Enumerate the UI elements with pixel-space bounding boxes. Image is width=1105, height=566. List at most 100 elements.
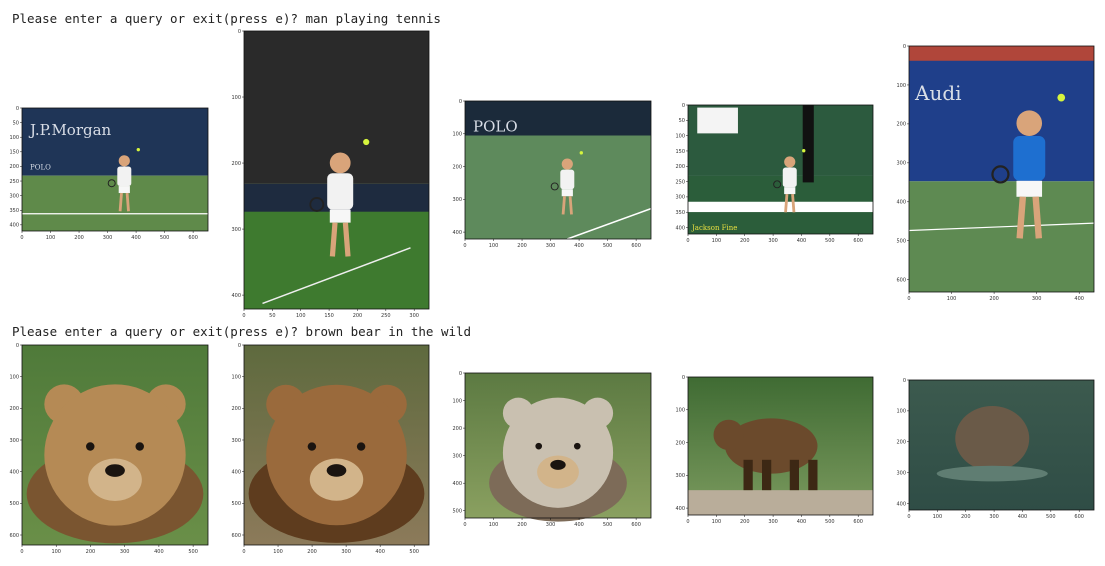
x-tick-label: 300 xyxy=(768,519,778,525)
x-tick-label: 600 xyxy=(631,243,641,249)
y-tick-label: 250 xyxy=(675,179,685,185)
photo-overlay-text: J.P.Morgan xyxy=(28,121,112,139)
x-tick-label: 300 xyxy=(1032,296,1042,302)
x-tick-label: 0 xyxy=(686,519,689,525)
y-tick-label: 50 xyxy=(679,118,685,124)
x-tick-label: 200 xyxy=(307,549,317,555)
x-tick-label: 50 xyxy=(269,313,275,319)
plot-frame xyxy=(243,30,430,310)
x-tick-label: 0 xyxy=(20,549,23,555)
y-tick-label: 0 xyxy=(459,371,462,377)
plot-frame xyxy=(243,344,430,546)
x-tick-label: 200 xyxy=(740,238,750,244)
y-tick-label: 0 xyxy=(16,106,19,112)
y-tick-label: 350 xyxy=(9,208,19,214)
x-tick-label: 500 xyxy=(603,522,613,528)
x-tick-label: 400 xyxy=(375,549,385,555)
photo-tennis: J.P.Morgan POLO xyxy=(22,108,208,231)
plot-frame xyxy=(464,372,652,519)
y-tick-label: 100 xyxy=(452,398,462,404)
x-tick-label: 600 xyxy=(188,235,198,241)
x-tick-label: 300 xyxy=(546,243,556,249)
y-tick-label: 400 xyxy=(896,501,906,507)
x-tick-label: 0 xyxy=(242,313,245,319)
y-tick-label: 350 xyxy=(675,210,685,216)
photo-bear-5 xyxy=(909,380,1094,510)
result-plot-8[interactable]: 0 100 200 300 400 500 600 0 100 200 300 400 500 xyxy=(451,369,657,530)
x-tick-label: 300 xyxy=(103,235,113,241)
result-plot-5[interactable]: Audi 0 100 200 300 400 0 100 200 300 400 500 600 xyxy=(895,42,1100,304)
y-tick-label: 50 xyxy=(13,120,19,126)
y-tick-label: 0 xyxy=(238,343,241,349)
result-plot-3[interactable]: POLO 0 100 200 300 400 500 600 0 100 200 300 400 xyxy=(451,97,657,251)
y-tick-label: 100 xyxy=(231,374,241,380)
y-tick-label: 500 xyxy=(9,501,19,507)
photo-bear-3 xyxy=(465,373,651,522)
y-tick-label: 100 xyxy=(9,374,19,380)
y-tick-label: 400 xyxy=(9,469,19,475)
x-tick-label: 100 xyxy=(489,522,499,528)
y-tick-label: 200 xyxy=(452,164,462,170)
result-image-3: POLO xyxy=(465,101,652,240)
y-tick-label: 0 xyxy=(682,375,685,381)
y-tick-label: 100 xyxy=(675,133,685,139)
result-image-6 xyxy=(22,345,208,545)
x-tick-label: 500 xyxy=(409,549,419,555)
x-tick-label: 100 xyxy=(46,235,56,241)
x-tick-label: 100 xyxy=(51,549,61,555)
y-tick-label: 0 xyxy=(459,99,462,105)
result-plot-6[interactable]: 0 100 200 300 400 500 0 100 200 300 400 500 600 xyxy=(8,341,214,557)
x-tick-label: 0 xyxy=(686,238,689,244)
photo-overlay-text: POLO xyxy=(30,164,51,172)
x-tick-label: 400 xyxy=(1018,514,1028,520)
result-plot-1[interactable]: J.P.Morgan POLO 0 100 200 300 400 500 600 0 50 100 1… xyxy=(8,104,214,243)
plot-frame xyxy=(908,379,1095,511)
y-tick-label: 400 xyxy=(896,200,906,206)
result-image-8 xyxy=(465,373,651,522)
x-tick-label: 300 xyxy=(409,313,419,319)
x-tick-label: 200 xyxy=(517,243,527,249)
x-tick-label: 0 xyxy=(907,296,910,302)
y-tick-label: 200 xyxy=(231,161,241,167)
y-tick-label: 300 xyxy=(9,438,19,444)
y-tick-label: 200 xyxy=(9,406,19,412)
result-plot-10[interactable]: 0 100 200 300 400 500 600 0 100 200 300 400 xyxy=(895,376,1100,522)
y-tick-label: 500 xyxy=(231,501,241,507)
result-plot-2[interactable]: 0 50 100 150 200 250 300 0 100 200 300 400 xyxy=(230,27,435,321)
y-tick-label: 0 xyxy=(16,343,19,349)
y-tick-label: 600 xyxy=(231,533,241,539)
x-tick-label: 0 xyxy=(242,549,245,555)
x-tick-label: 100 xyxy=(273,549,283,555)
y-tick-label: 300 xyxy=(675,195,685,201)
photo-tennis-serve xyxy=(244,31,429,309)
y-tick-label: 600 xyxy=(9,533,19,539)
x-tick-label: 500 xyxy=(825,519,835,525)
plot-frame xyxy=(21,344,209,546)
y-tick-label: 100 xyxy=(675,408,685,414)
x-tick-label: 500 xyxy=(1046,514,1056,520)
y-tick-label: 200 xyxy=(675,164,685,170)
x-tick-label: 600 xyxy=(631,522,641,528)
x-tick-label: 500 xyxy=(160,235,170,241)
y-tick-label: 400 xyxy=(675,506,685,512)
result-image-7 xyxy=(244,345,429,545)
photo-tennis-curtain: Jackson Fine xyxy=(688,105,873,234)
y-tick-label: 300 xyxy=(675,473,685,479)
result-plot-7[interactable]: 0 100 200 300 400 500 0 100 200 300 400 500 600 xyxy=(230,341,435,557)
y-tick-label: 100 xyxy=(9,135,19,141)
result-image-5: Audi xyxy=(908,46,1095,292)
y-tick-label: 0 xyxy=(903,44,906,50)
y-tick-label: 400 xyxy=(452,481,462,487)
x-tick-label: 500 xyxy=(188,549,198,555)
y-tick-label: 300 xyxy=(452,453,462,459)
x-tick-label: 400 xyxy=(574,243,584,249)
y-tick-label: 300 xyxy=(452,197,462,203)
result-image-1: J.P.Morgan POLO xyxy=(22,108,208,231)
y-tick-label: 200 xyxy=(452,426,462,432)
result-plot-4[interactable]: Jackson Fine 0 100 200 300 400 500 600 0 50 100 150… xyxy=(674,101,879,246)
y-tick-label: 0 xyxy=(682,103,685,109)
result-plot-9[interactable]: 0 100 200 300 400 500 600 0 100 200 300 400 xyxy=(674,373,879,527)
y-tick-label: 400 xyxy=(675,225,685,231)
y-tick-label: 400 xyxy=(231,469,241,475)
plot-frame xyxy=(687,376,874,516)
